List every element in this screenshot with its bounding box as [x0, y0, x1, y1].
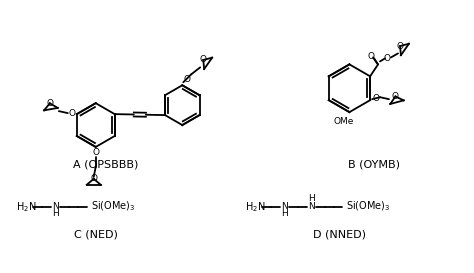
Text: O: O [184, 75, 191, 84]
Text: C (NED): C (NED) [74, 230, 118, 239]
Text: Si(OMe)$_3$: Si(OMe)$_3$ [346, 200, 391, 213]
Text: O: O [392, 92, 399, 101]
Text: H$_2$N: H$_2$N [16, 200, 36, 213]
Text: H: H [53, 209, 59, 218]
Text: A (OPSBBB): A (OPSBBB) [73, 160, 138, 170]
Text: O: O [368, 52, 374, 61]
Text: N: N [282, 202, 288, 211]
Text: N: N [53, 202, 59, 211]
Text: H: H [308, 194, 315, 203]
Text: H: H [282, 209, 288, 218]
Text: O: O [46, 99, 54, 108]
Text: B (OYMB): B (OYMB) [348, 160, 401, 170]
Text: O: O [383, 54, 391, 63]
Text: OMe: OMe [333, 117, 354, 126]
Text: O: O [373, 94, 380, 103]
Text: D (NNED): D (NNED) [313, 230, 366, 239]
Text: O: O [68, 109, 75, 118]
Text: O: O [200, 55, 207, 64]
Text: Si(OMe)$_3$: Si(OMe)$_3$ [91, 200, 135, 213]
Text: N: N [308, 202, 315, 211]
Text: O: O [397, 41, 403, 51]
Text: O: O [92, 149, 99, 158]
Text: H$_2$N: H$_2$N [245, 200, 265, 213]
Text: O: O [90, 174, 97, 183]
